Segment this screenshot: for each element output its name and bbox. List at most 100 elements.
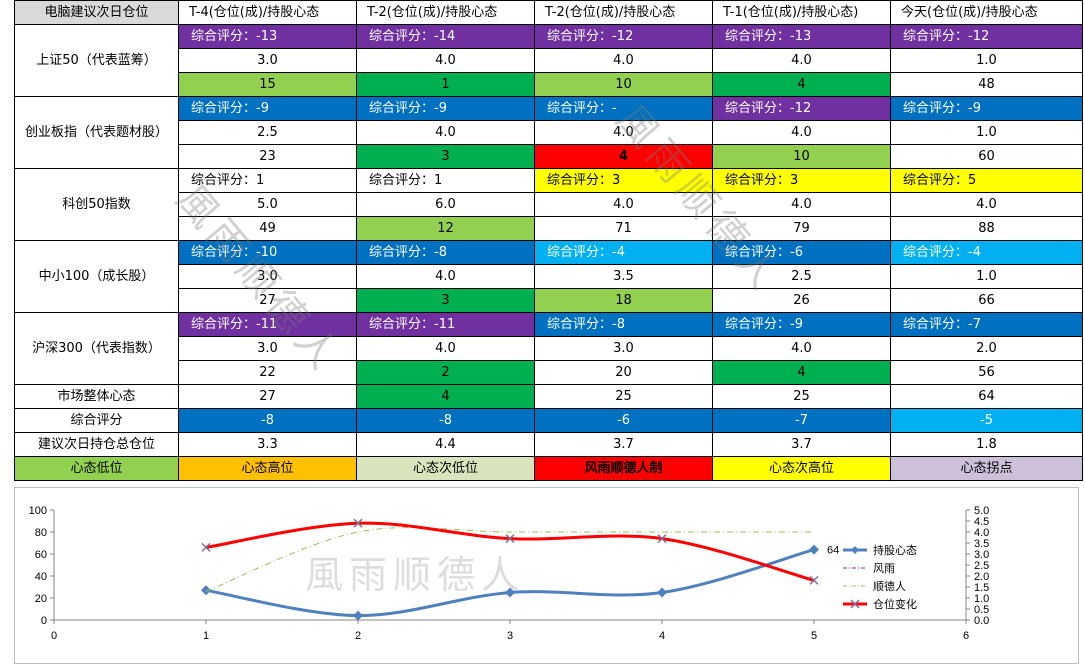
series-point-3 (353, 518, 363, 528)
legend-cell: 心态拐点 (890, 456, 1083, 481)
score-cell: 综合评分：-10 (178, 240, 357, 265)
position-cell: 4.0 (534, 120, 713, 145)
market-cell: 25 (534, 384, 713, 409)
score-cell: 综合评分：-7 (890, 312, 1083, 337)
mood-cell: 22 (178, 360, 357, 385)
mood-cell: 49 (178, 216, 357, 241)
suggest-cell: 3.7 (712, 432, 891, 457)
score-cell: 综合评分：-14 (356, 24, 535, 49)
total-label: 综合评分 (14, 408, 179, 433)
score-cell: 综合评分：3 (534, 168, 713, 193)
score-cell: 综合评分：-4 (890, 240, 1083, 265)
header-cell: 今天(仓位(成)/持股心态 (890, 0, 1083, 25)
y-right-tick-label: 3.0 (974, 549, 989, 561)
score-cell: 综合评分：-13 (712, 24, 891, 49)
score-cell: 综合评分：1 (356, 168, 535, 193)
y-right-tick-label: 0.5 (974, 604, 989, 616)
score-cell: 综合评分：-9 (178, 96, 357, 121)
total-cell: -7 (712, 408, 891, 433)
position-cell: 4.0 (534, 48, 713, 73)
score-cell: 综合评分：-11 (178, 312, 357, 337)
score-cell: 综合评分：-12 (712, 96, 891, 121)
position-cell: 1.0 (890, 48, 1083, 73)
mood-cell: 3 (356, 144, 535, 169)
mood-cell: 23 (178, 144, 357, 169)
position-cell: 4.0 (356, 264, 535, 289)
y-left-tick-label: 40 (35, 571, 47, 583)
y-right-tick-label: 4.0 (974, 527, 989, 539)
y-left-tick-label: 100 (29, 505, 47, 517)
series-point-0 (201, 585, 211, 596)
mood-cell: 12 (356, 216, 535, 241)
position-table: 电脑建议次日仓位 T-4(仓位(成)/持股心态 T-2(仓位(成)/持股心态 T-2(… (14, 0, 1083, 481)
position-cell: 5.0 (178, 192, 357, 217)
legend-cell: 心态次高位 (712, 456, 891, 481)
market-cell: 27 (178, 384, 357, 409)
mood-cell: 18 (534, 288, 713, 313)
index-name: 上证50（代表蓝筹） (14, 24, 179, 97)
mood-cell: 71 (534, 216, 713, 241)
x-tick-label: 6 (963, 630, 969, 642)
y-right-tick-label: 4.5 (974, 516, 989, 528)
position-cell: 6.0 (356, 192, 535, 217)
series-point-3 (201, 542, 211, 552)
position-cell: 2.5 (712, 264, 891, 289)
position-cell: 3.5 (534, 264, 713, 289)
series-point-0 (353, 610, 363, 621)
y-left-tick-label: 0 (41, 615, 47, 627)
total-cell: -5 (890, 408, 1083, 433)
mood-cell: 48 (890, 72, 1083, 97)
mood-cell: 4 (534, 144, 713, 169)
mood-cell: 26 (712, 288, 891, 313)
index-name: 中小100（成长股） (14, 240, 179, 313)
position-cell: 4.0 (356, 48, 535, 73)
y-left-tick-label: 20 (35, 593, 47, 605)
mood-cell: 2 (356, 360, 535, 385)
y-right-tick-label: 1.5 (974, 582, 989, 594)
score-cell: 综合评分：5 (890, 168, 1083, 193)
total-cell: -6 (534, 408, 713, 433)
legend-cell: 心态次低位 (356, 456, 535, 481)
suggest-label: 建议次日持仓总仓位 (14, 432, 179, 457)
position-cell: 2.0 (890, 336, 1083, 361)
market-label: 市场整体心态 (14, 384, 179, 409)
position-cell: 3.0 (178, 336, 357, 361)
position-cell: 4.0 (712, 120, 891, 145)
position-cell: 4.0 (712, 48, 891, 73)
x-tick-label: 0 (51, 630, 57, 642)
x-tick-label: 2 (355, 630, 361, 642)
position-cell: 4.0 (356, 120, 535, 145)
score-cell: 综合评分：-8 (356, 240, 535, 265)
suggest-cell: 3.7 (534, 432, 713, 457)
mood-cell: 10 (712, 144, 891, 169)
score-cell: 综合评分：-12 (890, 24, 1083, 49)
y-right-tick-label: 2.5 (974, 560, 989, 572)
position-cell: 1.0 (890, 264, 1083, 289)
legend-label: 持股心态 (873, 543, 917, 557)
position-cell: 4.0 (712, 336, 891, 361)
x-tick-label: 1 (203, 630, 209, 642)
suggest-cell: 1.8 (890, 432, 1083, 457)
legend-cell: 心态低位 (14, 456, 179, 481)
index-name: 科创50指数 (14, 168, 179, 241)
series-point-0 (657, 587, 667, 598)
score-cell: 综合评分：-9 (890, 96, 1083, 121)
score-cell: 综合评分：-8 (534, 312, 713, 337)
position-cell: 3.0 (178, 48, 357, 73)
series-point-3 (657, 534, 667, 544)
mood-cell: 20 (534, 360, 713, 385)
series-line-2 (205, 527, 814, 592)
y-right-tick-label: 5.0 (974, 505, 989, 517)
mood-cell: 88 (890, 216, 1083, 241)
x-tick-label: 5 (811, 630, 817, 642)
data-label: 64 (827, 545, 839, 557)
suggest-cell: 3.3 (178, 432, 357, 457)
header-cell: 电脑建议次日仓位 (14, 0, 179, 25)
mood-cell: 1 (356, 72, 535, 97)
position-cell: 2.5 (178, 120, 357, 145)
mood-cell: 60 (890, 144, 1083, 169)
suggest-cell: 4.4 (356, 432, 535, 457)
score-cell: 综合评分：3 (712, 168, 891, 193)
market-cell: 4 (356, 384, 535, 409)
score-cell: 综合评分：-4 (534, 240, 713, 265)
